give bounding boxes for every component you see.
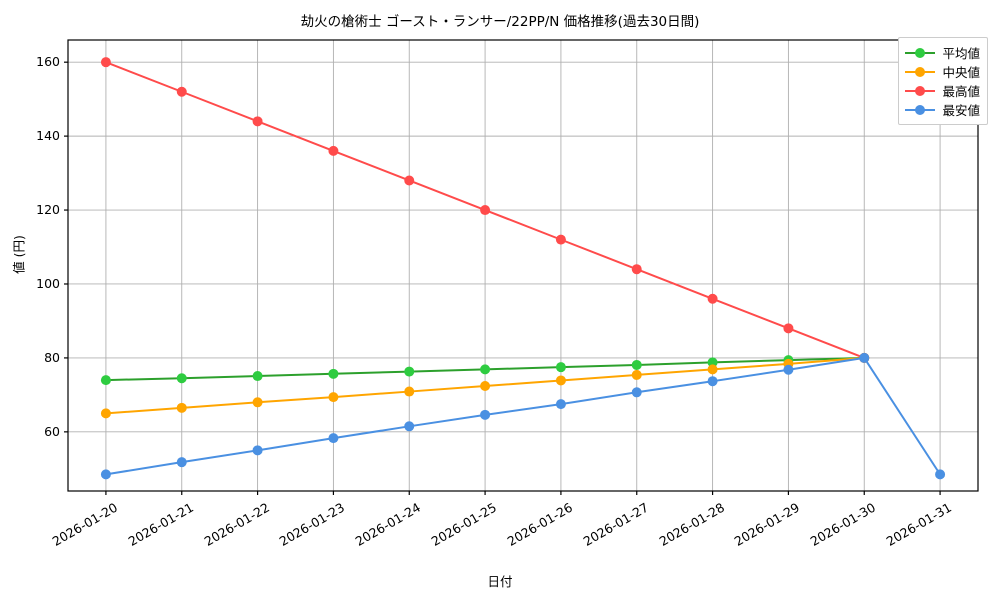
data-point [631, 387, 642, 398]
data-point [328, 433, 339, 444]
chart-legend: 平均値中央値最高値最安値 [898, 37, 988, 125]
legend-swatch-icon [905, 85, 936, 97]
y-tick-label: 80 [44, 349, 60, 365]
data-point [480, 364, 491, 375]
legend-item[interactable]: 最高値 [905, 81, 980, 100]
data-point [100, 408, 111, 419]
data-point [252, 116, 263, 127]
data-point [480, 409, 491, 420]
y-tick-label: 140 [36, 128, 60, 144]
chart-title: 劫火の槍術士 ゴースト・ランサー/22PP/N 価格推移(過去30日間) [300, 14, 700, 30]
data-point [404, 175, 415, 186]
data-point [783, 323, 794, 334]
data-point [100, 469, 111, 480]
data-point [555, 375, 566, 386]
data-point [555, 399, 566, 410]
y-axis-label: 値 (円) [11, 235, 27, 274]
legend-label: 最高値 [942, 84, 980, 99]
data-point [480, 381, 491, 392]
data-point [176, 402, 187, 413]
legend-item[interactable]: 平均値 [905, 43, 980, 62]
data-point [631, 359, 642, 370]
legend-label: 最安値 [942, 103, 980, 118]
data-point [252, 445, 263, 456]
legend-label: 平均値 [942, 46, 980, 61]
data-point [100, 57, 111, 68]
legend-swatch-icon [905, 104, 936, 116]
data-point [859, 352, 870, 363]
data-point [707, 364, 718, 375]
data-point [783, 364, 794, 375]
data-point [935, 469, 946, 480]
data-point [252, 397, 263, 408]
data-point [176, 86, 187, 97]
x-axis-label: 日付 [487, 574, 513, 589]
legend-label: 中央値 [942, 65, 980, 80]
data-point [176, 373, 187, 384]
data-point [555, 362, 566, 373]
y-tick-label: 120 [36, 202, 60, 218]
legend-swatch-icon [905, 47, 936, 59]
series-line-2 [100, 57, 870, 363]
data-point [252, 371, 263, 382]
data-point [480, 205, 491, 216]
legend-item[interactable]: 中央値 [905, 62, 980, 81]
data-point [328, 145, 339, 156]
data-point [707, 357, 718, 368]
legend-item[interactable]: 最安値 [905, 100, 980, 119]
data-point [707, 293, 718, 304]
legend-swatch-icon [905, 66, 936, 78]
data-point [555, 234, 566, 245]
y-tick-label: 160 [36, 54, 60, 70]
series-line-3 [100, 352, 946, 480]
data-point [707, 376, 718, 387]
y-tick-label: 60 [44, 423, 60, 439]
data-point [100, 375, 111, 386]
data-point [328, 368, 339, 379]
data-point [404, 366, 415, 377]
data-point [404, 421, 415, 432]
data-point [631, 369, 642, 380]
data-point [328, 392, 339, 403]
y-tick-label: 100 [36, 275, 60, 291]
data-point [404, 386, 415, 397]
data-point [631, 264, 642, 275]
data-point [176, 457, 187, 468]
